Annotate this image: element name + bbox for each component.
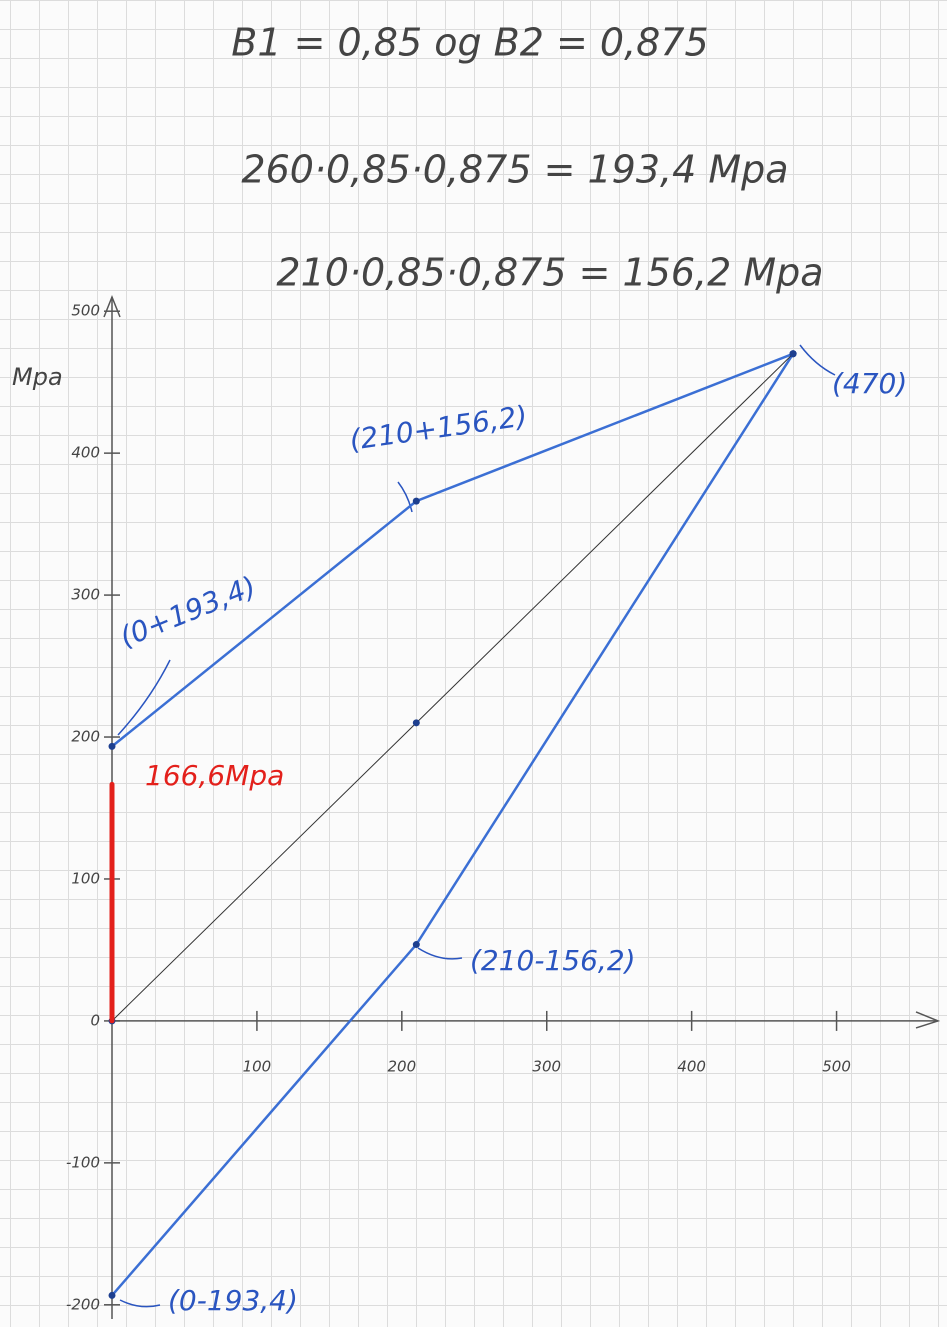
point xyxy=(413,498,420,505)
x-arrow xyxy=(916,1012,938,1028)
x-tick-label: 200 xyxy=(388,1057,417,1075)
y-axis-label: Mpa xyxy=(12,363,63,391)
point xyxy=(790,350,797,357)
series-line xyxy=(112,354,793,1296)
x-tick-label: 300 xyxy=(532,1057,561,1075)
y-tick-label: 400 xyxy=(71,444,100,462)
chart: B1 = 0,85 og B2 = 0,875 260·0,85·0,875 =… xyxy=(0,0,947,1327)
annotation: (0-193,4) xyxy=(168,1284,298,1317)
y-tick-label: 200 xyxy=(71,728,100,746)
annotation: (0+193,4) xyxy=(115,570,260,654)
annotation: 166,6Mpa xyxy=(145,759,284,792)
point xyxy=(109,743,116,750)
annotation: (470) xyxy=(832,367,907,400)
x-tick-label: 400 xyxy=(677,1057,706,1075)
equation: B1 = 0,85 og B2 = 0,875 xyxy=(231,21,708,65)
y-tick-label: 0 xyxy=(90,1011,100,1029)
y-tick-label: -200 xyxy=(66,1295,100,1313)
series-line xyxy=(112,354,793,1021)
annotation: (210-156,2) xyxy=(470,944,636,977)
y-tick-label: 500 xyxy=(71,302,100,320)
point xyxy=(413,719,420,726)
point xyxy=(413,941,420,948)
leaders xyxy=(118,345,835,1307)
y-tick-label: -100 xyxy=(66,1153,100,1171)
equation: 210·0,85·0,875 = 156,2 Mpa xyxy=(276,251,823,295)
x-tick-label: 500 xyxy=(822,1057,851,1075)
equation: 260·0,85·0,875 = 193,4 Mpa xyxy=(241,148,788,192)
annotation: (210+156,2) xyxy=(347,399,529,457)
y-tick-label: 300 xyxy=(71,586,100,604)
y-tick-label: 100 xyxy=(71,869,100,887)
point xyxy=(109,1292,116,1299)
x-tick-label: 100 xyxy=(243,1057,272,1075)
